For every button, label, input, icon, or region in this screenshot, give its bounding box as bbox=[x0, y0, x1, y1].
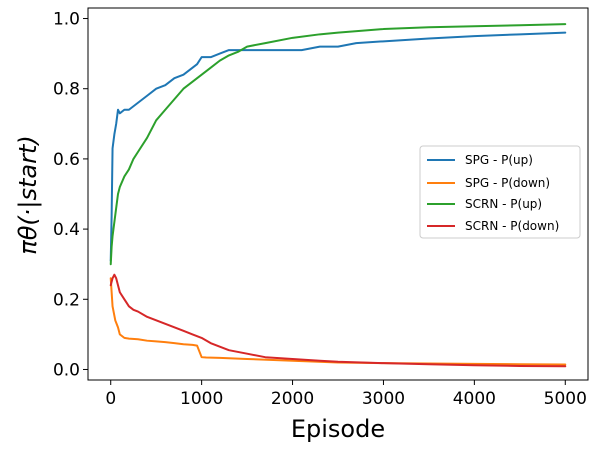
x-axis-title: Episode bbox=[291, 415, 385, 443]
legend-label-spg-up: SPG - P(up) bbox=[465, 153, 533, 167]
y-tick-label: 1.0 bbox=[53, 10, 80, 30]
y-tick-label: 0.2 bbox=[53, 290, 80, 310]
series-layer bbox=[109, 23, 567, 368]
legend-label-spg-down: SPG - P(down) bbox=[465, 176, 550, 190]
y-tick-label: 0.4 bbox=[53, 220, 80, 240]
y-tick-label: 0.6 bbox=[53, 150, 80, 170]
plot-frame bbox=[87, 7, 589, 381]
legend-label-scrn-up: SCRN - P(up) bbox=[465, 197, 542, 211]
series-line-spg-p-up bbox=[109, 31, 567, 262]
series-line-scrn-p-up bbox=[109, 23, 567, 266]
x-tick-label: 5000 bbox=[544, 389, 587, 409]
axes-layer: 0 1000 2000 3000 4000 5000 0.0 0.2 0.4 0.6 0.8 1.0 bbox=[53, 7, 589, 409]
y-tick-label: 0.0 bbox=[53, 360, 80, 380]
x-tick-label: 1000 bbox=[180, 389, 223, 409]
y-axis-title: πθ(·|start) bbox=[14, 135, 42, 254]
x-tick-label: 0 bbox=[105, 389, 116, 409]
legend-label-scrn-down: SCRN - P(down) bbox=[465, 219, 559, 233]
series-line-spg-p-down bbox=[109, 277, 567, 366]
x-tick-label: 4000 bbox=[453, 389, 496, 409]
series-line-scrn-p-down bbox=[109, 273, 567, 368]
x-tick-label: 2000 bbox=[271, 389, 314, 409]
legend: SPG - P(up) SPG - P(down) SCRN - P(up) S… bbox=[419, 145, 581, 239]
y-tick-label: 0.8 bbox=[53, 80, 80, 100]
legend-frame bbox=[419, 145, 581, 239]
x-tick-label: 3000 bbox=[362, 389, 405, 409]
